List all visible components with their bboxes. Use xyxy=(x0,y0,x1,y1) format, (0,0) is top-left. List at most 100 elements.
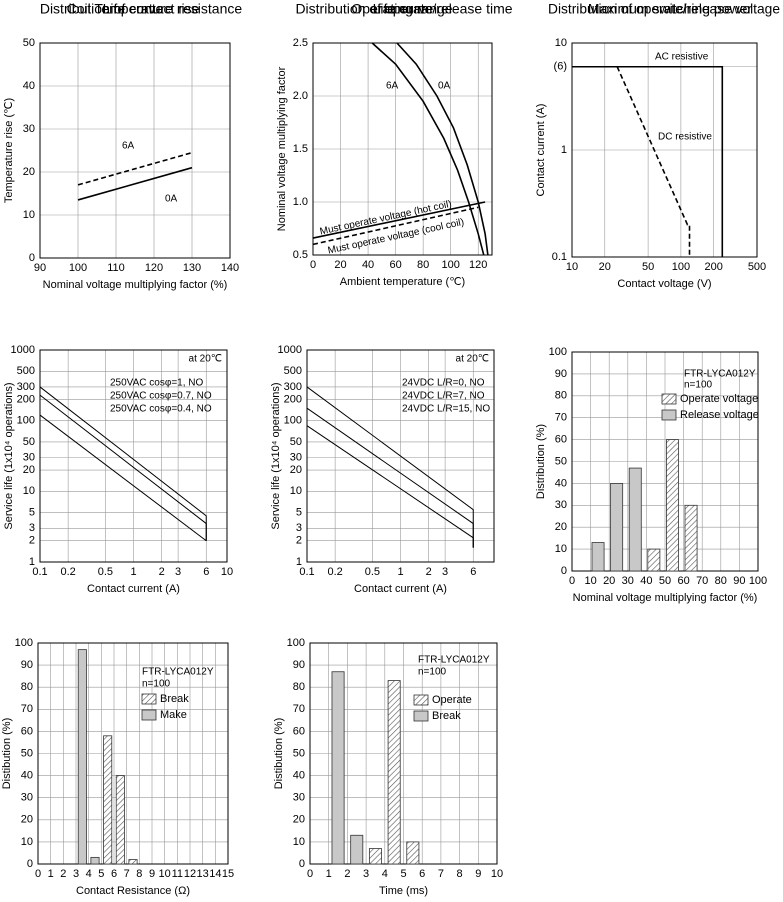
y-tick-label: 100 xyxy=(549,346,567,358)
bar xyxy=(90,856,100,865)
series-label: 24VDC L/R=15, NO xyxy=(402,404,490,415)
data-line xyxy=(312,206,479,246)
chart-title: Distribution of operate/release time xyxy=(295,1,512,17)
x-axis-label: Contact current (A) xyxy=(87,583,180,595)
y-tick-label: 1.5 xyxy=(293,143,308,155)
y-tick-label: 2 xyxy=(296,535,302,547)
y-tick-label: 70 xyxy=(293,703,305,715)
x-tick-label: 7 xyxy=(124,868,130,880)
data-line xyxy=(312,201,486,239)
x-tick-label: 1 xyxy=(48,868,54,880)
x-tick-label: 3 xyxy=(73,868,79,880)
x-tick-label: 0 xyxy=(35,868,41,880)
y-tick-label: 100 xyxy=(17,415,35,427)
x-tick-label: 2 xyxy=(159,566,165,578)
legend-label: Make xyxy=(160,709,187,721)
x-tick-label: 40 xyxy=(640,575,652,587)
series-label: 0A xyxy=(165,194,178,205)
y-tick-label: 50 xyxy=(293,747,305,759)
x-tick-label: 13 xyxy=(197,868,209,880)
y-tick-label: 40 xyxy=(293,770,305,782)
y-tick-label: 0 xyxy=(29,252,35,264)
series-label: 0A xyxy=(438,81,451,92)
y-tick-label: 0.1 xyxy=(552,251,567,263)
series-label: 24VDC L/R=0, NO xyxy=(402,378,485,389)
x-tick-label: 15 xyxy=(222,868,234,880)
bar xyxy=(350,834,364,865)
x-tick-label: 8 xyxy=(457,868,463,880)
data-line xyxy=(39,414,207,542)
legend-swatch xyxy=(413,694,429,706)
y-axis-label: Service life (1x10⁴ operations) xyxy=(3,382,15,529)
y-axis-label: Distribution (%) xyxy=(535,424,547,499)
x-tick-label: 10 xyxy=(491,868,503,880)
x-tick-label: 80 xyxy=(715,575,727,587)
bar xyxy=(331,671,345,865)
x-tick-label: 110 xyxy=(107,262,125,274)
annotation: FTR-LYCA012Y xyxy=(142,667,214,678)
x-tick-label: 0.2 xyxy=(327,566,342,578)
y-tick-label: 100 xyxy=(15,637,33,649)
series-label: 24VDC L/R=7, NO xyxy=(402,391,485,402)
x-tick-label: 6 xyxy=(203,566,209,578)
chart-title: Distribution of contact resistance xyxy=(40,1,243,17)
bar xyxy=(115,775,125,865)
x-tick-label: 0.5 xyxy=(365,566,380,578)
y-tick-label: 80 xyxy=(293,681,305,693)
y-tick-label: 500 xyxy=(17,365,35,377)
data-line xyxy=(616,66,691,257)
chart-title: Operating range xyxy=(351,1,452,17)
x-tick-label: 20 xyxy=(599,261,611,273)
x-tick-label: 5 xyxy=(400,868,406,880)
y-tick-label: 200 xyxy=(17,393,35,405)
x-tick-label: 130 xyxy=(183,262,201,274)
x-tick-label: 14 xyxy=(209,868,221,880)
x-tick-label: 2 xyxy=(426,566,432,578)
x-tick-label: 2 xyxy=(344,868,350,880)
y-tick-label: 40 xyxy=(21,770,33,782)
y-tick-label: 10 xyxy=(555,37,567,49)
y-tick-label: 10 xyxy=(290,485,302,497)
series-label: 250VAC cosφ=1, NO xyxy=(110,378,204,389)
y-tick-label: 0.5 xyxy=(293,249,308,261)
y-tick-label: 2.5 xyxy=(293,37,308,49)
data-line xyxy=(371,42,485,256)
x-tick-label: 30 xyxy=(622,575,634,587)
plot-frame xyxy=(571,351,759,572)
annotation: at 20℃ xyxy=(189,354,222,365)
annotation: FTR-LYCA012Y xyxy=(684,369,756,380)
x-axis-label: Nominal voltage multiplying factor (%) xyxy=(573,592,758,604)
bar xyxy=(387,680,401,865)
x-tick-label: 6 xyxy=(111,868,117,880)
y-tick-label: 500 xyxy=(284,365,302,377)
y-tick-label: 90 xyxy=(293,659,305,671)
x-tick-label: 0 xyxy=(310,259,316,271)
y-tick-label: 10 xyxy=(23,485,35,497)
plot-frame xyxy=(309,642,498,865)
y-tick-label: 3 xyxy=(29,522,35,534)
y-tick-label: 1 xyxy=(29,556,35,568)
x-tick-label: 60 xyxy=(389,259,401,271)
y-tick-label: 40 xyxy=(23,80,35,92)
annotation: n=100 xyxy=(684,380,713,391)
y-axis-label: Nominal voltage multiplying factor xyxy=(276,66,288,231)
y-tick-label: 90 xyxy=(21,659,33,671)
series-label: DC resistive xyxy=(658,132,712,143)
legend-label: Break xyxy=(160,693,189,705)
x-tick-label: 9 xyxy=(149,868,155,880)
legend-label: Release voltage xyxy=(680,409,759,421)
bar xyxy=(368,848,382,865)
data-line xyxy=(396,42,489,256)
x-tick-label: 4 xyxy=(86,868,92,880)
x-tick-label: 90 xyxy=(34,262,46,274)
y-tick-label: (6) xyxy=(554,61,567,73)
y-axis-label: Distibution (%) xyxy=(1,718,13,790)
y-tick-label: 100 xyxy=(284,415,302,427)
legend-swatch xyxy=(661,393,677,405)
y-tick-label: 50 xyxy=(290,436,302,448)
x-axis-label: Time (ms) xyxy=(379,885,428,897)
x-tick-label: 200 xyxy=(704,261,722,273)
y-tick-label: 50 xyxy=(23,436,35,448)
legend-swatch xyxy=(661,409,677,421)
